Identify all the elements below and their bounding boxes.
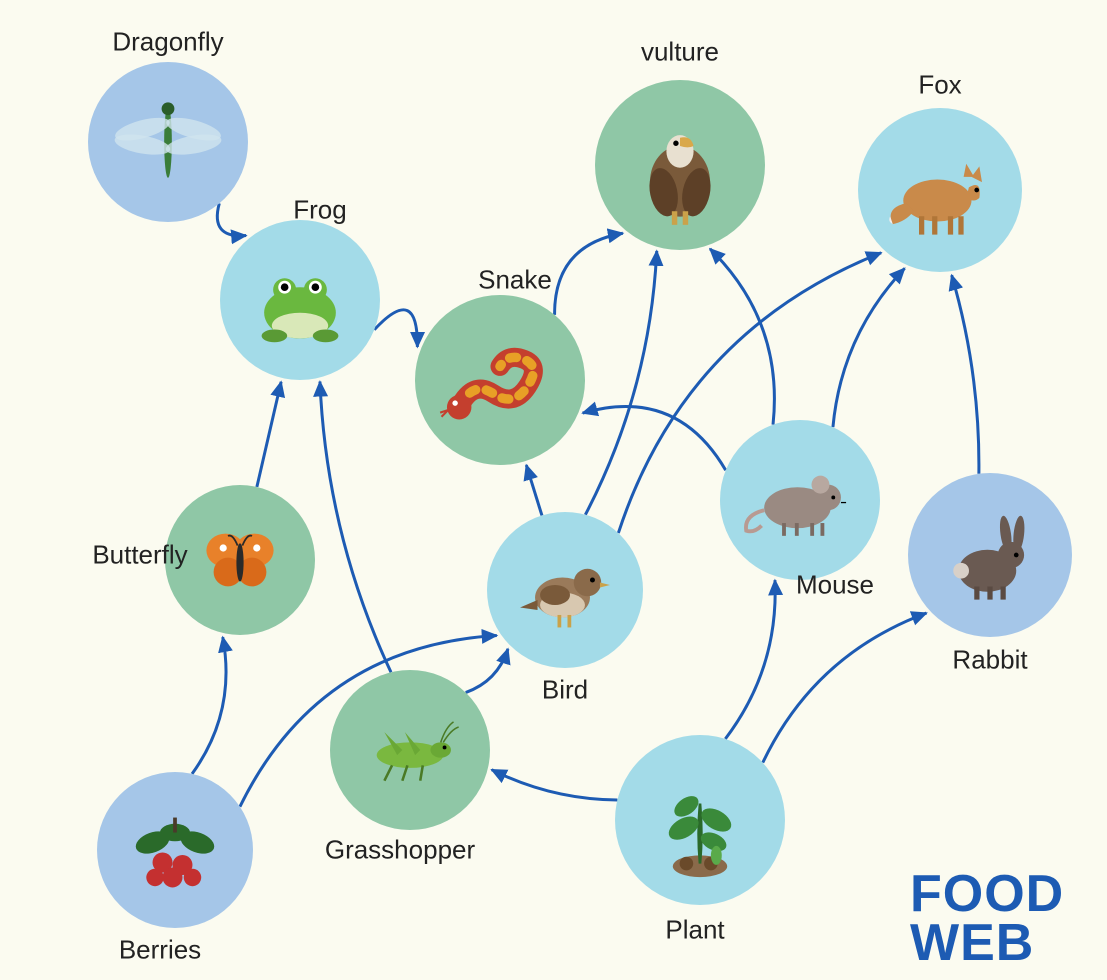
label-vulture: vulture [641, 37, 719, 68]
edge-dragonfly-to-frog [217, 203, 246, 235]
edge-bird-to-snake [526, 465, 542, 515]
node-berries-circle [97, 772, 253, 928]
label-berries: Berries [119, 935, 201, 966]
label-rabbit: Rabbit [952, 645, 1027, 676]
food-web-canvas [0, 0, 1107, 980]
edge-grasshopper-to-frog [320, 382, 391, 673]
label-snake: Snake [478, 265, 552, 296]
label-grasshopper: Grasshopper [325, 835, 475, 866]
edge-grasshopper-to-bird [466, 649, 508, 693]
edge-butterfly-to-frog [257, 382, 281, 487]
edge-berries-to-butterfly [192, 637, 226, 774]
edge-plant-to-grasshopper [492, 770, 618, 800]
edge-mouse-to-snake [583, 406, 726, 470]
edge-mouse-to-fox [833, 268, 905, 427]
title-line1: FOOD [910, 870, 1064, 919]
edge-bird-to-vulture [585, 251, 656, 515]
diagram-title: FOOD WEB [910, 870, 1064, 969]
label-fox: Fox [918, 70, 961, 101]
label-plant: Plant [665, 915, 724, 946]
edge-frog-to-snake [374, 310, 417, 347]
edge-plant-to-rabbit [763, 613, 927, 763]
label-bird: Bird [542, 675, 588, 706]
label-butterfly: Butterfly [92, 540, 187, 571]
edge-rabbit-to-fox [952, 275, 979, 474]
edge-snake-to-vulture [555, 233, 623, 315]
edge-plant-to-mouse [725, 580, 775, 739]
title-line2: WEB [910, 919, 1064, 968]
label-dragonfly: Dragonfly [112, 27, 223, 58]
node-snake-circle [415, 295, 585, 465]
butterfly-icon [206, 534, 273, 587]
label-frog: Frog [293, 195, 346, 226]
label-mouse: Mouse [796, 570, 874, 601]
